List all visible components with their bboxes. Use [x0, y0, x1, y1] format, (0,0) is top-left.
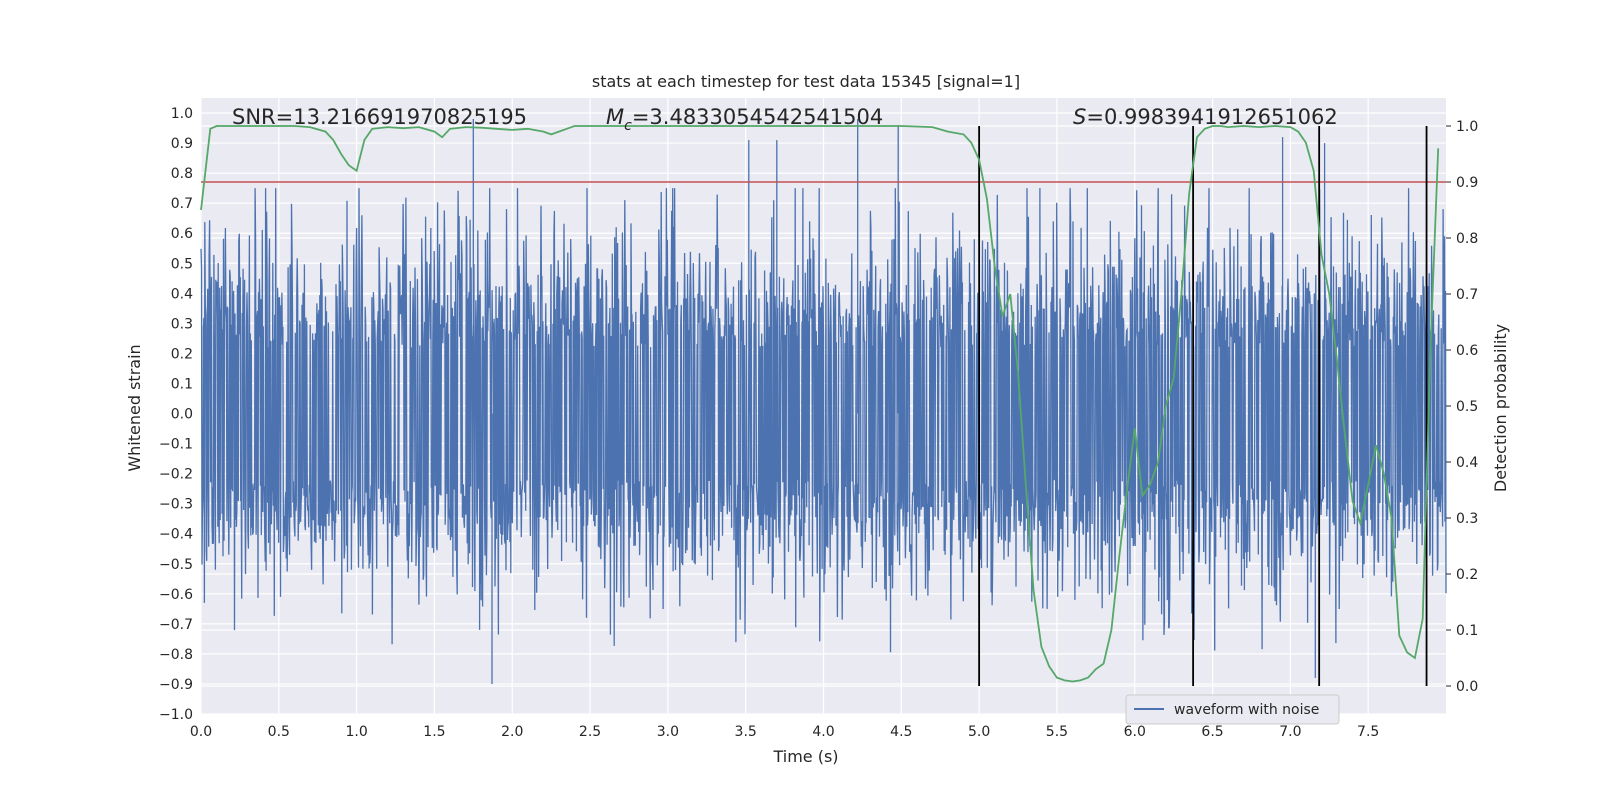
y-tick-label: −0.1 — [159, 437, 193, 453]
y-tick-label: 0.8 — [171, 166, 193, 182]
x-tick-label: 2.0 — [501, 724, 523, 740]
y-tick-label: −0.2 — [159, 467, 193, 483]
snr-annotation: SNR=13.216691970825195 — [232, 105, 527, 129]
x-tick-label: 3.5 — [735, 724, 757, 740]
s-annotation: S=0.9983941912651062 — [1073, 105, 1338, 129]
x-tick-label: 4.0 — [812, 724, 834, 740]
legend-label: waveform with noise — [1174, 702, 1319, 718]
mc-subscript: c — [624, 118, 632, 134]
y-ticks: −1.0 −0.9 −0.8 −0.7 −0.6 −0.5 −0.4 −0.3 −0.2 −0.1… — [159, 106, 193, 723]
y-tick-label: 0.0 — [171, 407, 193, 423]
y-tick-label: −0.9 — [159, 677, 193, 693]
x-ticks: 0.0 0.5 1.0 1.5 2.0 2.5 3.0 3.5 4.0 4.5 5.0 5.5 6.0 6… — [190, 724, 1379, 740]
y2-tick-label: 0.1 — [1456, 623, 1478, 639]
legend-box — [1125, 694, 1340, 725]
y2-axis-label: Detection probability — [1491, 324, 1510, 492]
chart-title: stats at each timestep for test data 153… — [592, 72, 1020, 91]
y-tick-label: 0.3 — [171, 316, 193, 332]
y-axis-label: Whitened strain — [125, 344, 144, 471]
y-tick-label: 0.5 — [171, 256, 193, 272]
x-tick-label: 7.5 — [1357, 724, 1379, 740]
mc-value: =3.4833054542541504 — [632, 105, 883, 129]
s-value: =0.9983941912651062 — [1086, 105, 1337, 129]
x-tick-label: 0.0 — [190, 724, 212, 740]
y-tick-label: −0.5 — [159, 557, 193, 573]
s-symbol: S — [1073, 105, 1086, 129]
y2-tick-label: 1.0 — [1456, 119, 1478, 135]
y2-tick-label: 0.9 — [1456, 175, 1478, 191]
mc-annotation: Mc=3.4833054542541504 — [606, 105, 883, 134]
y-tick-label: −0.3 — [159, 497, 193, 513]
x-tick-label: 2.5 — [579, 724, 601, 740]
y2-tick-label: 0.3 — [1456, 511, 1478, 527]
probability-series — [200, 125, 1440, 683]
y-tick-label: −0.8 — [159, 647, 193, 663]
x-tick-label: 1.0 — [345, 724, 367, 740]
y-tick-label: 0.6 — [171, 226, 193, 242]
mc-symbol: M — [606, 105, 624, 129]
y-tick-label: 0.1 — [171, 376, 193, 392]
x-tick-label: 6.0 — [1124, 724, 1146, 740]
x-tick-label: 6.5 — [1201, 724, 1223, 740]
strain-trace — [200, 119, 1447, 684]
legend: waveform with noise — [1125, 694, 1340, 725]
y-tick-label: 1.0 — [171, 106, 193, 122]
x-tick-label: 7.0 — [1279, 724, 1301, 740]
y-tick-label: 0.9 — [171, 136, 193, 152]
x-tick-label: 3.0 — [657, 724, 679, 740]
x-tick-label: 1.5 — [423, 724, 445, 740]
y-tick-label: −1.0 — [159, 707, 193, 723]
y2-tick-label: 0.6 — [1456, 343, 1478, 359]
x-axis-label: Time (s) — [772, 747, 838, 766]
y-tick-label: 0.7 — [171, 196, 193, 212]
y2-tick-label: 0.2 — [1456, 567, 1478, 583]
y2-tick-label: 0.4 — [1456, 455, 1478, 471]
x-tick-label: 4.5 — [890, 724, 912, 740]
y2-tick-label: 0.5 — [1456, 399, 1478, 415]
y-tick-label: −0.6 — [159, 587, 193, 603]
y2-tick-label: 0.7 — [1456, 287, 1478, 303]
y2-ticks: 0.0 0.1 0.2 0.3 0.4 0.5 0.6 0.7 0.8 0.9 1.0 — [1446, 119, 1478, 695]
y-tick-label: −0.4 — [159, 527, 193, 543]
y-tick-label: 0.2 — [171, 346, 193, 362]
y-tick-label: −0.7 — [159, 617, 193, 633]
x-tick-label: 0.5 — [268, 724, 290, 740]
strain-series — [200, 119, 1447, 684]
y2-tick-label: 0.8 — [1456, 231, 1478, 247]
x-tick-label: 5.5 — [1046, 724, 1068, 740]
vertical-markers — [978, 126, 1428, 686]
y-tick-label: 0.4 — [171, 286, 193, 302]
x-tick-label: 5.0 — [968, 724, 990, 740]
y2-tick-label: 0.0 — [1456, 679, 1478, 695]
